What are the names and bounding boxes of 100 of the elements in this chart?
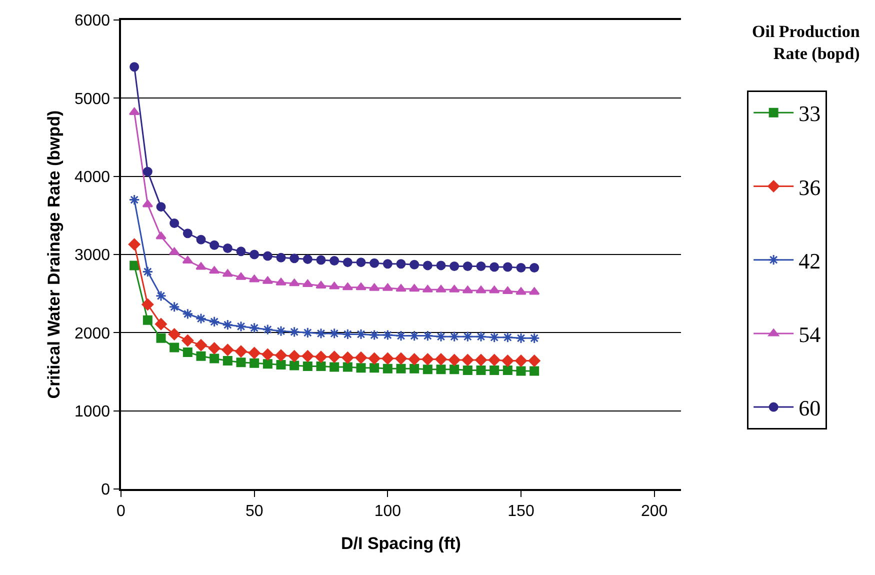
point [235, 320, 247, 332]
point [156, 232, 166, 240]
point [248, 322, 260, 334]
point [210, 354, 220, 364]
y-tick-label: 1000 [74, 403, 110, 420]
point [276, 278, 286, 286]
point [342, 328, 354, 340]
y-tick-label: 5000 [74, 90, 110, 108]
point [316, 255, 326, 265]
point [262, 324, 274, 336]
point [142, 298, 154, 310]
y-tick-label: 6000 [74, 12, 110, 30]
point [302, 254, 312, 264]
point [196, 351, 206, 361]
point [155, 318, 167, 330]
point [236, 272, 246, 280]
point [436, 364, 446, 374]
point [128, 238, 140, 250]
point [222, 356, 232, 366]
point [248, 347, 260, 359]
point [196, 234, 206, 244]
x-axis-title: D/I Spacing (ft) [341, 534, 461, 553]
point [516, 263, 526, 273]
point [170, 218, 180, 228]
point [436, 284, 446, 292]
point [290, 360, 300, 370]
point [142, 166, 152, 176]
point [195, 339, 207, 352]
point [302, 350, 314, 362]
y-axis-title: Critical Water Drainage Rate (bwpd) [44, 110, 64, 399]
point [328, 328, 340, 339]
y-tick-label: 3000 [74, 247, 110, 264]
point [515, 332, 527, 344]
point [422, 260, 432, 270]
point [476, 286, 486, 294]
point [222, 244, 232, 253]
point [450, 364, 460, 374]
point [408, 353, 420, 366]
y-tick-label: 2000 [74, 325, 110, 342]
legend-label: 60 [798, 396, 821, 421]
point [356, 258, 366, 268]
point [502, 365, 512, 375]
point [422, 330, 434, 342]
point [342, 352, 354, 364]
point [290, 254, 300, 264]
point [368, 329, 380, 341]
point [436, 260, 446, 270]
point [370, 258, 380, 268]
point [396, 259, 406, 269]
y-tick-label: 0 [101, 482, 110, 499]
point [288, 350, 300, 362]
point [302, 362, 312, 372]
point [276, 360, 286, 370]
legend-label: 36 [798, 174, 821, 200]
point [262, 348, 274, 360]
point [156, 202, 166, 212]
point [435, 331, 447, 342]
legend-label: 33 [798, 101, 821, 126]
point [182, 334, 194, 346]
point [356, 282, 366, 290]
point [382, 329, 394, 341]
point [475, 354, 487, 366]
point [462, 354, 474, 366]
point [448, 354, 460, 366]
point [168, 301, 180, 312]
point [315, 350, 327, 363]
point [515, 354, 527, 367]
point [395, 352, 407, 364]
x-tick-label: 200 [640, 502, 668, 520]
point [488, 332, 500, 343]
point [142, 315, 152, 325]
x-tick-label: 50 [245, 502, 264, 520]
point [196, 262, 206, 270]
point [516, 287, 526, 295]
point [330, 362, 340, 372]
point [182, 228, 192, 238]
point [462, 331, 474, 342]
point [155, 290, 167, 302]
point [528, 354, 540, 367]
point [170, 342, 180, 352]
point [435, 353, 447, 366]
point [490, 365, 500, 375]
point [210, 240, 220, 250]
legend-title: Oil Production Rate (bopd) [752, 22, 860, 64]
point [250, 358, 260, 368]
point [342, 362, 352, 372]
point [250, 250, 260, 260]
point [288, 326, 300, 338]
point [130, 260, 140, 270]
point [342, 258, 352, 268]
point [516, 366, 526, 376]
point [382, 352, 394, 364]
point [528, 332, 540, 344]
point [156, 333, 166, 343]
point [182, 347, 192, 357]
point [502, 354, 514, 367]
point [316, 362, 326, 372]
point [476, 365, 486, 375]
y-tick-label: 4000 [74, 168, 110, 186]
point [382, 364, 392, 374]
